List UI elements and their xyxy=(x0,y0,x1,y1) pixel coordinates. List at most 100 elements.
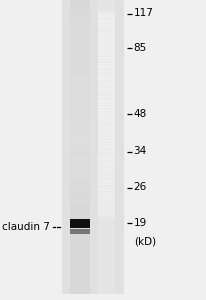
Bar xyxy=(70,60,89,64)
Bar xyxy=(70,197,89,201)
Bar xyxy=(97,210,115,214)
Bar xyxy=(97,132,115,137)
Bar xyxy=(70,150,89,155)
Bar xyxy=(70,39,89,44)
Bar xyxy=(97,176,115,180)
Bar xyxy=(70,142,89,147)
Bar xyxy=(97,212,115,216)
Bar xyxy=(97,16,115,20)
Bar xyxy=(97,153,115,157)
Bar xyxy=(70,212,89,216)
Text: 19: 19 xyxy=(133,218,146,228)
Bar xyxy=(97,37,115,41)
Bar xyxy=(97,158,115,162)
Bar xyxy=(97,140,115,144)
Bar xyxy=(70,210,89,214)
Bar xyxy=(70,166,89,170)
Bar xyxy=(97,96,115,100)
Bar xyxy=(70,161,89,165)
Bar xyxy=(97,163,115,167)
Bar xyxy=(97,14,115,18)
Bar xyxy=(70,117,89,121)
Bar xyxy=(70,63,89,67)
Bar xyxy=(97,26,115,31)
Bar xyxy=(70,86,89,90)
Bar xyxy=(70,155,89,160)
Bar xyxy=(70,42,89,46)
Bar xyxy=(97,174,115,178)
Bar xyxy=(97,39,115,44)
Bar xyxy=(70,88,89,92)
Bar xyxy=(97,106,115,110)
Bar xyxy=(97,200,115,203)
Bar xyxy=(97,127,115,131)
Bar xyxy=(70,229,89,234)
Bar xyxy=(97,73,115,77)
Bar xyxy=(97,114,115,118)
Bar xyxy=(70,99,89,103)
Bar xyxy=(70,112,89,116)
Bar xyxy=(97,76,115,80)
Bar xyxy=(97,42,115,46)
Bar xyxy=(97,130,115,134)
Bar xyxy=(97,137,115,142)
Text: 26: 26 xyxy=(133,182,146,193)
Text: claudin 7: claudin 7 xyxy=(2,222,50,233)
Bar xyxy=(97,192,115,196)
Text: 117: 117 xyxy=(133,8,153,19)
Bar xyxy=(97,68,115,72)
Bar xyxy=(70,114,89,118)
Bar xyxy=(70,76,89,80)
Bar xyxy=(97,155,115,160)
Bar xyxy=(70,192,89,196)
Bar xyxy=(70,219,89,228)
Bar xyxy=(97,50,115,54)
Bar xyxy=(70,94,89,98)
Bar xyxy=(97,215,115,219)
Bar xyxy=(70,127,89,131)
Bar xyxy=(70,168,89,172)
Bar xyxy=(97,205,115,209)
Bar xyxy=(97,24,115,28)
Bar xyxy=(97,109,115,113)
Bar xyxy=(97,197,115,201)
Bar xyxy=(70,137,89,142)
Bar xyxy=(97,21,115,25)
Bar xyxy=(97,52,115,56)
Bar xyxy=(97,122,115,126)
Bar xyxy=(70,153,89,157)
Bar xyxy=(70,0,89,294)
Bar xyxy=(70,50,89,54)
Bar xyxy=(97,47,115,51)
Bar xyxy=(97,171,115,175)
Bar xyxy=(70,29,89,33)
Bar xyxy=(97,29,115,33)
Bar xyxy=(97,94,115,98)
Bar xyxy=(97,189,115,193)
Bar xyxy=(97,187,115,190)
Bar xyxy=(70,140,89,144)
Bar xyxy=(97,91,115,95)
Bar xyxy=(97,119,115,124)
Bar xyxy=(70,104,89,108)
Bar xyxy=(97,202,115,206)
Bar xyxy=(70,91,89,95)
Bar xyxy=(70,81,89,85)
Bar xyxy=(97,88,115,92)
Bar xyxy=(70,158,89,162)
Bar xyxy=(70,174,89,178)
Bar xyxy=(70,26,89,31)
Bar xyxy=(97,161,115,165)
Bar xyxy=(70,187,89,190)
Bar xyxy=(97,11,115,15)
Bar xyxy=(97,44,115,49)
Bar xyxy=(70,148,89,152)
Bar xyxy=(70,215,89,219)
Bar xyxy=(97,101,115,105)
Bar xyxy=(97,150,115,155)
Bar xyxy=(70,189,89,193)
Bar xyxy=(97,148,115,152)
Bar xyxy=(70,52,89,56)
Bar xyxy=(62,0,124,294)
Bar xyxy=(97,142,115,147)
